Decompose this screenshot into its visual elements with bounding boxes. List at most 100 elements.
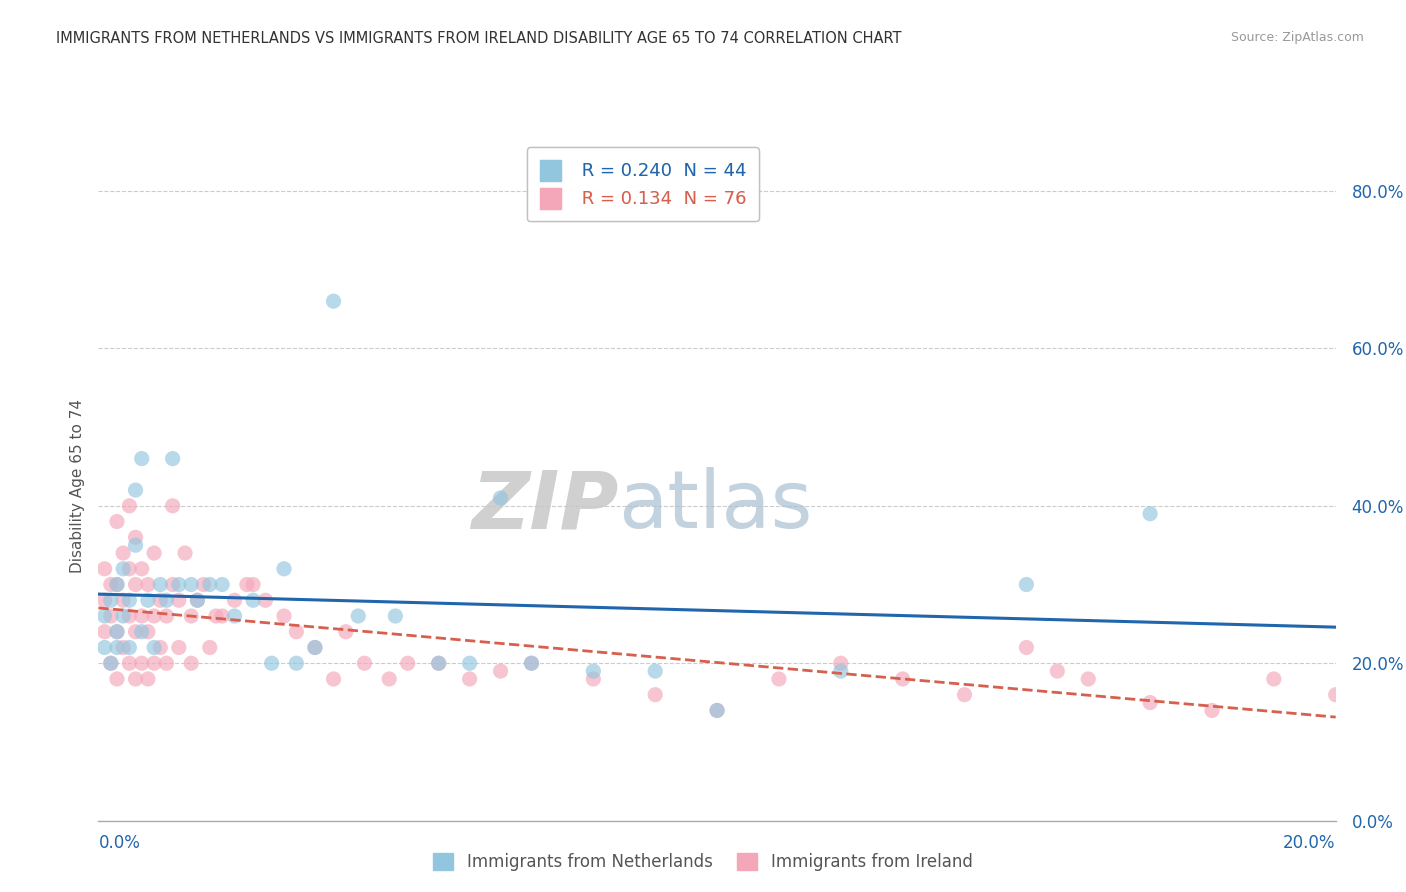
Point [162, 577, 184, 591]
Point [93, 609, 115, 624]
Point [1015, 577, 1038, 591]
Point [644, 664, 666, 678]
Point [830, 664, 852, 678]
Point [93, 640, 115, 655]
Y-axis label: Disability Age 65 to 74: Disability Age 65 to 74 [69, 399, 84, 574]
Point [105, 624, 128, 639]
Point [112, 609, 135, 624]
Point [124, 577, 146, 591]
Point [1046, 664, 1069, 678]
Point [285, 657, 308, 671]
Point [155, 609, 177, 624]
Point [105, 577, 128, 591]
Point [582, 672, 605, 686]
Point [124, 530, 146, 544]
Point [100, 657, 122, 671]
Point [105, 672, 128, 686]
Point [124, 672, 146, 686]
Point [1015, 640, 1038, 655]
Point [149, 577, 172, 591]
Point [953, 688, 976, 702]
Point [706, 703, 728, 717]
Point [285, 624, 308, 639]
Point [198, 577, 221, 591]
Point [118, 609, 141, 624]
Point [1139, 696, 1161, 710]
Point [93, 624, 115, 639]
Point [520, 657, 543, 671]
Point [131, 562, 153, 576]
Point [180, 657, 202, 671]
Point [155, 593, 177, 607]
Point [143, 609, 166, 624]
Point [105, 515, 128, 529]
Point [520, 657, 543, 671]
Point [768, 672, 790, 686]
Point [131, 451, 153, 466]
Point [353, 657, 375, 671]
Point [100, 577, 122, 591]
Point [136, 672, 159, 686]
Point [260, 657, 283, 671]
Point [458, 672, 481, 686]
Point [830, 657, 852, 671]
Point [143, 546, 166, 560]
Point [378, 672, 401, 686]
Point [131, 657, 153, 671]
Point [180, 609, 202, 624]
Point [1139, 507, 1161, 521]
Text: 0.0%: 0.0% [98, 834, 141, 852]
Text: atlas: atlas [619, 467, 813, 545]
Point [124, 538, 146, 552]
Point [162, 499, 184, 513]
Text: ZIP: ZIP [471, 467, 619, 545]
Legend:  R = 0.240  N = 44,  R = 0.134  N = 76: R = 0.240 N = 44, R = 0.134 N = 76 [527, 147, 759, 221]
Point [143, 657, 166, 671]
Point [1324, 688, 1347, 702]
Point [304, 640, 326, 655]
Point [489, 491, 512, 505]
Point [186, 593, 208, 607]
Point [396, 657, 419, 671]
Point [242, 593, 264, 607]
Point [118, 593, 141, 607]
Point [211, 609, 233, 624]
Point [1263, 672, 1285, 686]
Point [458, 657, 481, 671]
Point [112, 546, 135, 560]
Text: 20.0%: 20.0% [1284, 834, 1336, 852]
Point [273, 562, 295, 576]
Point [891, 672, 914, 686]
Point [93, 593, 115, 607]
Point [224, 609, 246, 624]
Point [582, 664, 605, 678]
Point [273, 609, 295, 624]
Point [112, 640, 135, 655]
Point [304, 640, 326, 655]
Point [384, 609, 406, 624]
Point [118, 562, 141, 576]
Point [131, 609, 153, 624]
Point [100, 609, 122, 624]
Point [167, 577, 190, 591]
Point [131, 624, 153, 639]
Point [236, 577, 259, 591]
Point [136, 577, 159, 591]
Point [143, 640, 166, 655]
Point [427, 657, 450, 671]
Point [198, 640, 221, 655]
Point [180, 577, 202, 591]
Point [149, 593, 172, 607]
Point [174, 546, 197, 560]
Point [149, 640, 172, 655]
Point [112, 593, 135, 607]
Point [427, 657, 450, 671]
Point [322, 672, 344, 686]
Point [335, 624, 357, 639]
Point [136, 624, 159, 639]
Point [186, 593, 208, 607]
Point [1201, 703, 1223, 717]
Point [205, 609, 228, 624]
Point [105, 640, 128, 655]
Point [155, 657, 177, 671]
